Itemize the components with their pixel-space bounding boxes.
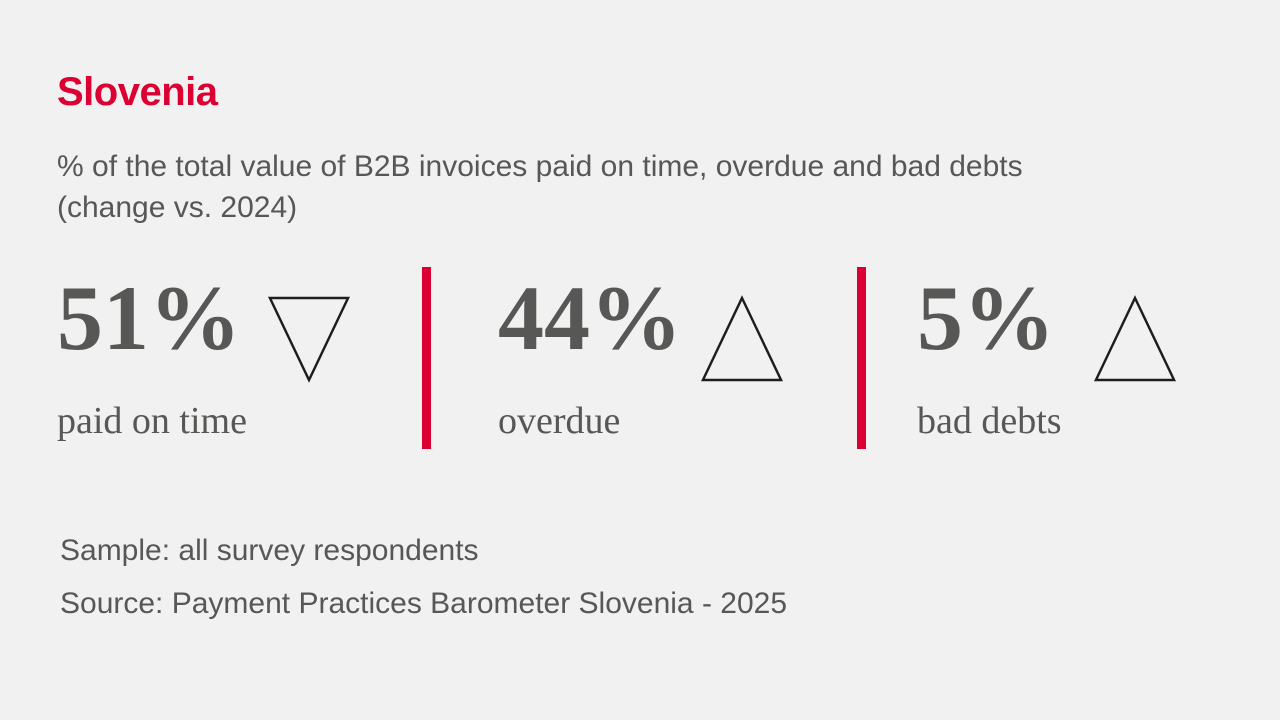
footer: Sample: all survey respondents Source: P… — [60, 531, 787, 637]
stat-overdue: 44% overdue — [498, 267, 784, 441]
stat-label: overdue — [498, 400, 621, 442]
chart-subtitle: % of the total value of B2B invoices pai… — [57, 146, 1197, 228]
stat-value: 5% — [917, 267, 1055, 369]
chart-subtitle-line2: (change vs. 2024) — [57, 191, 298, 224]
triangle-down-icon — [267, 296, 351, 383]
stat-label: paid on time — [57, 400, 247, 442]
sample-note: Sample: all survey respondents — [60, 534, 479, 567]
red-divider — [857, 267, 866, 449]
stat-label: bad debts — [917, 400, 1062, 442]
chart-subtitle-line1: % of the total value of B2B invoices pai… — [57, 150, 1023, 183]
stat-value: 51% — [57, 267, 241, 369]
stat-value-row: 5% — [917, 267, 1177, 383]
source-note: Source: Payment Practices Barometer Slov… — [60, 587, 788, 620]
triangle-up-icon — [700, 295, 784, 382]
red-divider — [422, 267, 431, 449]
kpi-row: 51% paid on time 44% overdue 5% — [0, 267, 1280, 457]
page-title: Slovenia — [57, 70, 218, 114]
stat-value-row: 51% — [57, 267, 351, 383]
triangle-up-icon — [1093, 295, 1177, 382]
stat-value-row: 44% — [498, 267, 784, 383]
stat-value: 44% — [498, 267, 682, 369]
stat-paid-on-time: 51% paid on time — [57, 267, 351, 441]
stat-bad-debts: 5% bad debts — [917, 267, 1177, 441]
